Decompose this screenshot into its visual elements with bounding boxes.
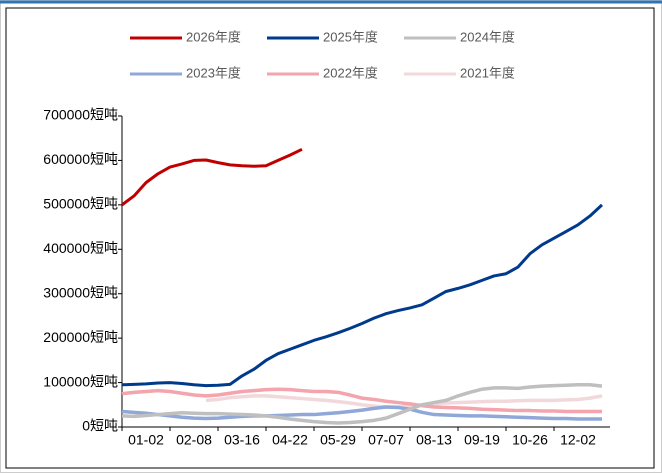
x-tick-label: 10-26 <box>512 432 548 448</box>
x-tick-label: 07-07 <box>368 432 404 448</box>
x-tick-label: 02-08 <box>176 432 212 448</box>
x-tick-label: 03-16 <box>224 432 260 448</box>
y-tick-label: 500000短吨 <box>43 196 118 212</box>
y-tick-label: 700000短吨 <box>43 107 118 123</box>
legend-label: 2024年度 <box>460 29 515 44</box>
x-tick-label: 09-19 <box>464 432 500 448</box>
series-line <box>121 383 603 425</box>
y-tick-label: 600000短吨 <box>43 151 118 167</box>
x-tick-label: 04-22 <box>272 432 308 448</box>
legend-label: 2023年度 <box>186 65 241 80</box>
y-tick-label: 300000短吨 <box>43 284 118 300</box>
y-tick-label: 400000短吨 <box>43 240 118 256</box>
y-tick-label: 100000短吨 <box>43 373 118 389</box>
series-line <box>121 147 303 207</box>
y-tick-label: 200000短吨 <box>43 329 118 345</box>
legend-label: 2021年度 <box>460 65 515 80</box>
x-tick-label: 01-02 <box>128 432 164 448</box>
x-tick-label: 05-29 <box>320 432 356 448</box>
series-line <box>121 387 602 414</box>
x-tick-label: 08-13 <box>416 432 452 448</box>
series-line <box>121 203 604 388</box>
legend-label: 2026年度 <box>186 29 241 44</box>
x-tick-label: 12-02 <box>560 432 596 448</box>
series-line <box>121 405 602 421</box>
legend-label: 2022年度 <box>323 65 378 80</box>
legend-label: 2025年度 <box>323 29 378 44</box>
y-tick-label: 0短吨 <box>82 418 118 434</box>
plot-border <box>5 7 655 469</box>
series-line <box>205 394 603 409</box>
